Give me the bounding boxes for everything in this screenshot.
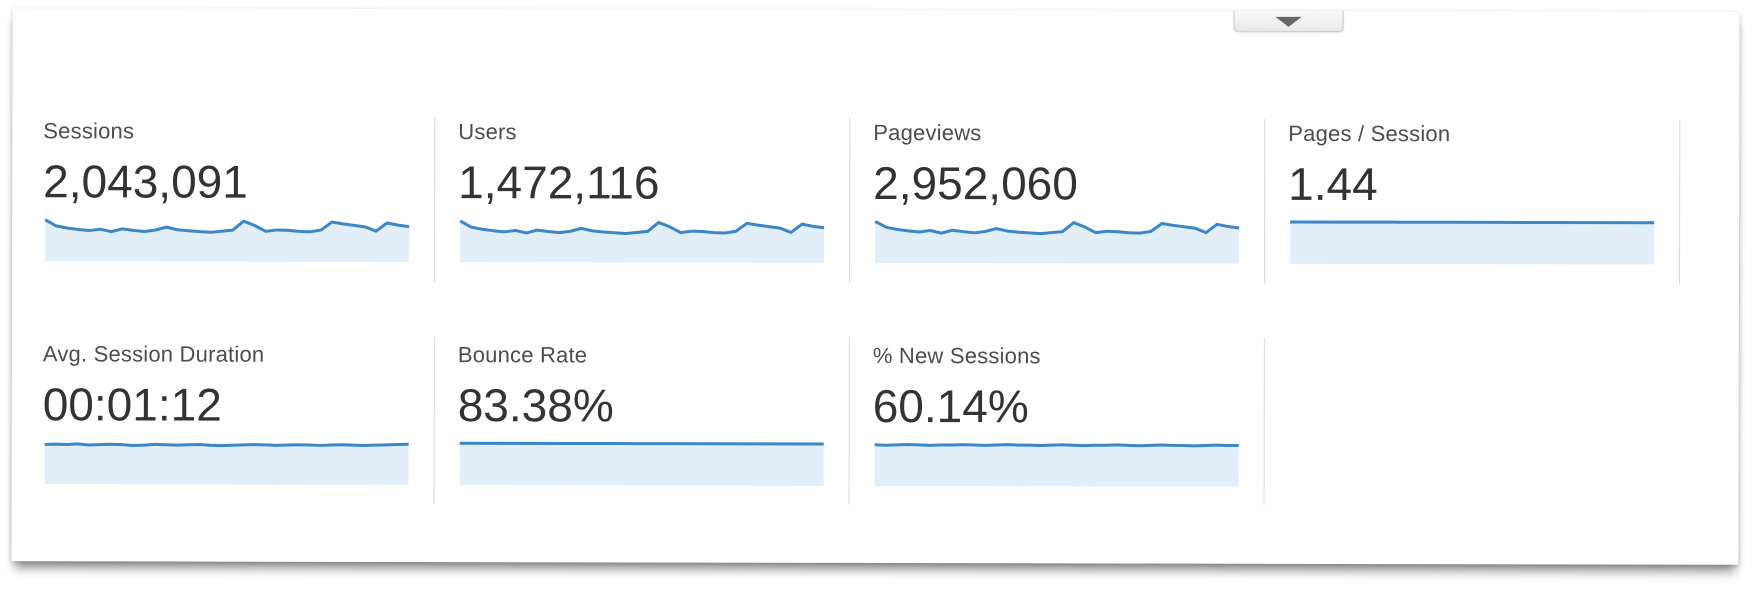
sparkline-chart (44, 442, 409, 486)
metric-card-bounce-rate[interactable]: Bounce Rate 83.38% (434, 337, 850, 505)
metric-value: 60.14% (872, 379, 1029, 433)
metric-label: Pageviews (873, 119, 982, 146)
metric-label: % New Sessions (872, 342, 1041, 369)
metric-value: 2,952,060 (873, 156, 1078, 210)
metric-label: Users (458, 119, 517, 145)
metrics-grid: Sessions 2,043,091 Users 1,472,116 Pagev… (19, 116, 1683, 507)
metrics-row-2: Avg. Session Duration 00:01:12 Bounce Ra… (19, 336, 1682, 507)
metrics-row-1: Sessions 2,043,091 Users 1,472,116 Pagev… (20, 116, 1682, 285)
metric-card-users[interactable]: Users 1,472,116 (435, 117, 851, 283)
metric-value: 2,043,091 (43, 155, 248, 208)
metric-card-pageviews[interactable]: Pageviews 2,952,060 (850, 117, 1266, 284)
metric-card-empty (1265, 339, 1680, 507)
metric-card-sessions[interactable]: Sessions 2,043,091 (20, 116, 436, 283)
sparkline-chart (874, 442, 1239, 487)
metric-value: 1.44 (1288, 157, 1378, 211)
sparkline-chart (459, 441, 824, 486)
metric-label: Sessions (43, 118, 135, 144)
metric-value: 1,472,116 (458, 156, 660, 209)
metric-value: 00:01:12 (42, 378, 222, 431)
metric-card-new-sessions[interactable]: % New Sessions 60.14% (849, 337, 1265, 506)
metric-label: Avg. Session Duration (42, 341, 265, 367)
metrics-summary-panel: Sessions 2,043,091 Users 1,472,116 Pagev… (11, 8, 1740, 565)
sparkline-chart (1290, 220, 1655, 265)
sparkline-chart (459, 219, 825, 263)
collapse-panel-button[interactable] (1233, 10, 1344, 32)
metric-value: 83.38% (457, 379, 614, 432)
triangle-down-icon (1275, 16, 1302, 27)
metric-card-pages-per-session[interactable]: Pages / Session 1.44 (1265, 118, 1681, 285)
metric-card-avg-session-duration[interactable]: Avg. Session Duration 00:01:12 (19, 336, 435, 505)
sparkline-chart (44, 218, 410, 263)
metric-label: Bounce Rate (457, 342, 588, 368)
sparkline-chart (874, 220, 1240, 264)
metric-label: Pages / Session (1288, 120, 1451, 147)
